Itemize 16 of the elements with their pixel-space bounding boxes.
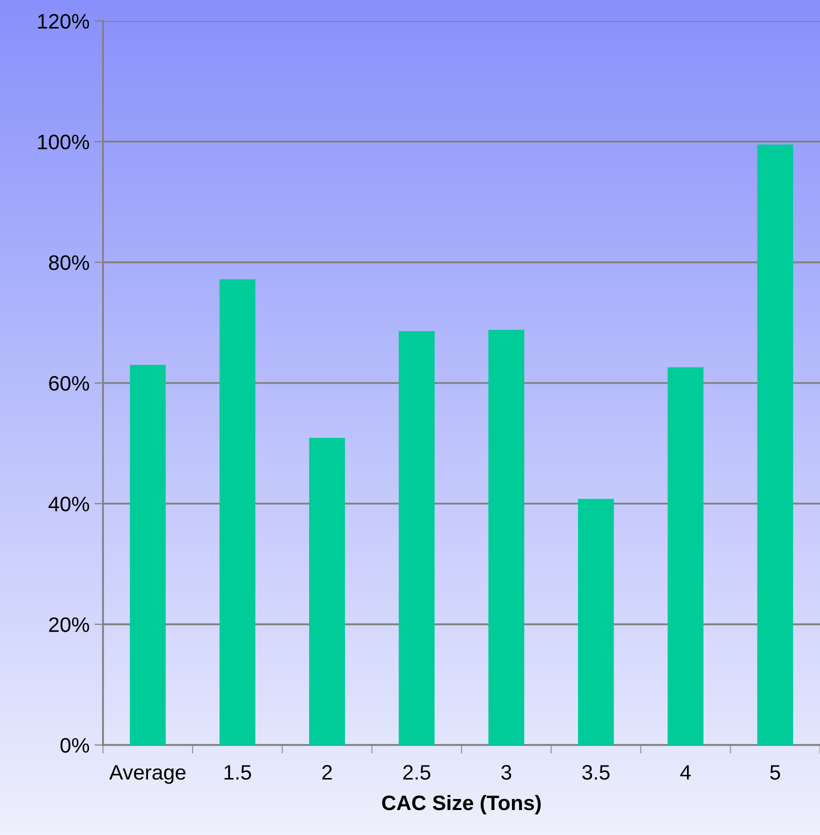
y-tick-label: 100% [38, 134, 90, 150]
x-tick-label: 2.5 [403, 764, 430, 780]
y-tick-label: 60% [49, 376, 90, 391]
x-tick-label: 2 [322, 764, 332, 780]
x-tick-label: Average [109, 765, 186, 784]
y-tick-label: 40% [48, 496, 90, 512]
y-tick-label: 0% [60, 738, 90, 753]
x-tick-label: 3.5 [582, 764, 610, 780]
x-tick-label: 3 [501, 764, 512, 780]
x-axis-title: CAC Size (Tons) [382, 794, 541, 814]
x-tick-label: 1.5 [224, 765, 252, 780]
x-tick-label: 5 [770, 765, 780, 780]
y-tick-label: 120% [38, 14, 90, 29]
y-tick-label: 20% [49, 617, 90, 632]
x-tick-label: 4 [680, 765, 691, 780]
y-tick-label: 80% [49, 255, 90, 270]
